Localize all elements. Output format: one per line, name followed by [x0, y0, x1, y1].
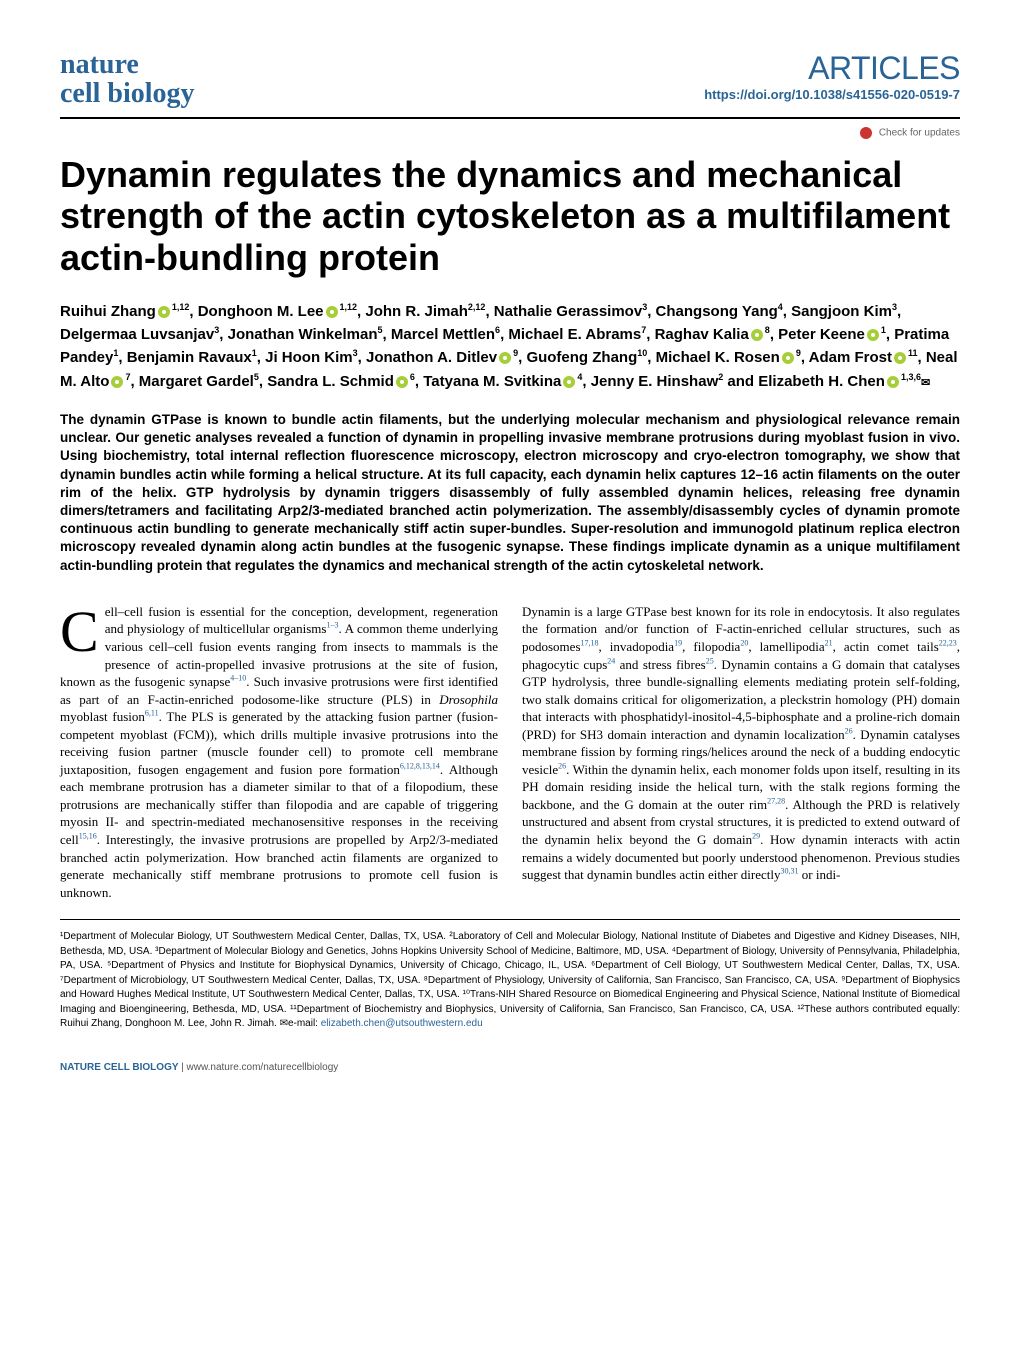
affiliations-text: ¹Department of Molecular Biology, UT Sou… — [60, 931, 960, 1029]
orcid-icon — [751, 329, 763, 341]
check-updates-badge[interactable]: Check for updates — [60, 127, 960, 139]
orcid-icon — [499, 352, 511, 364]
abstract: The dynamin GTPase is known to bundle ac… — [60, 411, 960, 575]
orcid-icon — [396, 376, 408, 388]
orcid-icon — [111, 376, 123, 388]
footer-journal: NATURE CELL BIOLOGY — [60, 1062, 178, 1073]
check-updates-icon — [860, 127, 872, 139]
journal-line1: nature — [60, 50, 195, 79]
articles-block: ARTICLES https://doi.org/10.1038/s41556-… — [704, 50, 960, 102]
corresponding-email[interactable]: elizabeth.chen@utsouthwestern.edu — [321, 1018, 483, 1029]
body-col-2: Dynamin is a large GTPase best known for… — [522, 603, 960, 901]
page-footer: NATURE CELL BIOLOGY | www.nature.com/nat… — [60, 1062, 960, 1073]
check-updates-label: Check for updates — [879, 127, 960, 138]
orcid-icon — [782, 352, 794, 364]
dropcap: C — [60, 603, 105, 656]
section-label: ARTICLES — [704, 50, 960, 87]
affiliations: ¹Department of Molecular Biology, UT Sou… — [60, 919, 960, 1032]
body-columns: C ell–cell fusion is essential for the c… — [60, 603, 960, 901]
footer-link[interactable]: | www.nature.com/naturecellbiology — [181, 1062, 338, 1073]
orcid-icon — [867, 329, 879, 341]
orcid-icon — [158, 306, 170, 318]
orcid-icon — [887, 376, 899, 388]
journal-line2: cell biology — [60, 79, 195, 108]
author-list: Ruihui Zhang1,12, Donghoon M. Lee1,12, J… — [60, 300, 960, 393]
body-col-1-text: ell–cell fusion is essential for the con… — [60, 604, 498, 900]
body-col-1: C ell–cell fusion is essential for the c… — [60, 603, 498, 901]
header-bar: nature cell biology ARTICLES https://doi… — [60, 50, 960, 119]
doi-link[interactable]: https://doi.org/10.1038/s41556-020-0519-… — [704, 87, 960, 102]
journal-logo: nature cell biology — [60, 50, 195, 109]
orcid-icon — [894, 352, 906, 364]
orcid-icon — [563, 376, 575, 388]
paper-title: Dynamin regulates the dynamics and mecha… — [60, 154, 960, 278]
orcid-icon — [326, 306, 338, 318]
